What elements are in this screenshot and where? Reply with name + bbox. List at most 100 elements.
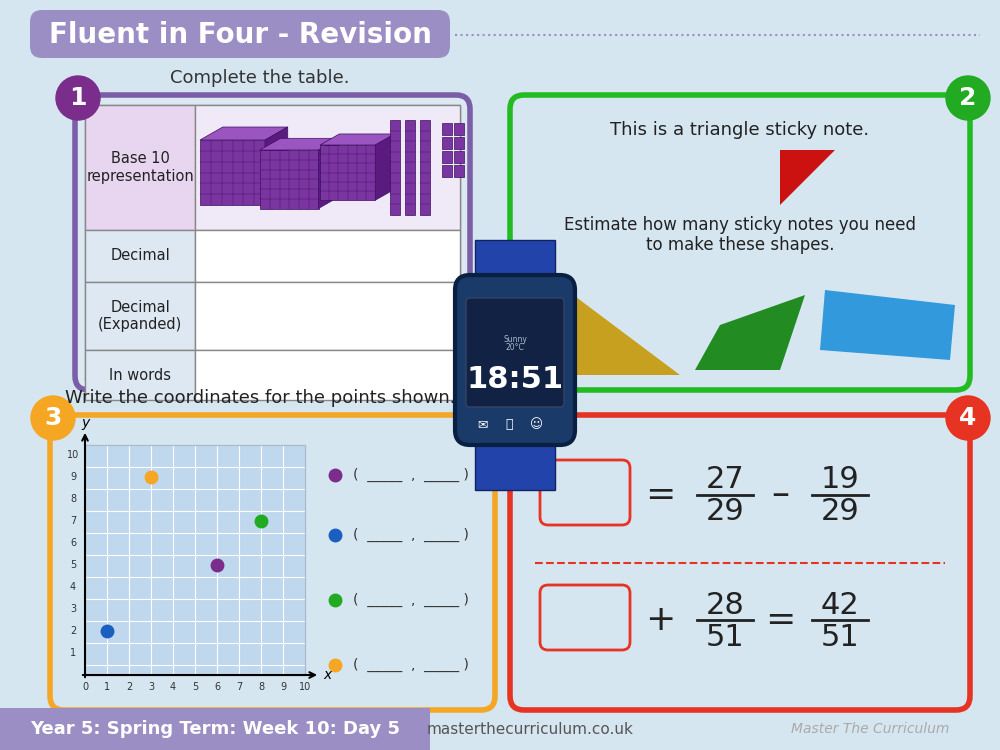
Bar (390, 120, 400, 215)
Text: Complete the table.: Complete the table. (170, 69, 350, 87)
Bar (442, 137, 452, 149)
FancyBboxPatch shape (540, 585, 630, 650)
Bar (454, 151, 464, 163)
Text: 2: 2 (126, 682, 132, 692)
Bar (442, 123, 452, 135)
Text: 28: 28 (706, 590, 744, 620)
Text: 6: 6 (70, 538, 76, 548)
Polygon shape (200, 127, 288, 140)
Bar (320, 145, 375, 200)
Text: (  _____  ,  _____ ): ( _____ , _____ ) (353, 593, 469, 607)
Text: 18:51: 18:51 (466, 365, 564, 394)
Bar (195, 350, 460, 400)
Polygon shape (820, 290, 955, 360)
Text: 1: 1 (70, 648, 76, 658)
Text: 0: 0 (82, 682, 88, 692)
Text: 42: 42 (821, 590, 859, 620)
Bar (85, 350, 195, 400)
Text: Master The Curriculum: Master The Curriculum (791, 722, 949, 736)
Text: 9: 9 (280, 682, 286, 692)
Text: 4: 4 (170, 682, 176, 692)
Bar (85, 230, 195, 282)
Text: y: y (81, 416, 89, 430)
FancyBboxPatch shape (30, 10, 450, 58)
FancyBboxPatch shape (540, 460, 630, 525)
FancyBboxPatch shape (510, 95, 970, 390)
Bar (195, 105, 460, 230)
Bar (85, 445, 305, 675)
Bar (442, 151, 452, 163)
Bar (260, 150, 318, 208)
Text: 10: 10 (67, 450, 79, 460)
Text: (  _____  ,  _____ ): ( _____ , _____ ) (353, 468, 469, 482)
FancyBboxPatch shape (455, 275, 575, 445)
Bar (85, 282, 195, 350)
Bar (85, 105, 460, 380)
Bar (454, 165, 464, 177)
Bar (405, 120, 415, 215)
Text: 27: 27 (706, 466, 744, 494)
Text: 19: 19 (821, 466, 859, 494)
Circle shape (31, 396, 75, 440)
Bar (195, 230, 460, 282)
Text: 2: 2 (959, 86, 977, 110)
Text: 20°C: 20°C (506, 344, 524, 352)
Text: 9: 9 (70, 472, 76, 482)
Text: Fluent in Four - Revision: Fluent in Four - Revision (49, 21, 431, 49)
Text: 1: 1 (104, 682, 110, 692)
Polygon shape (695, 295, 805, 370)
Text: 10: 10 (299, 682, 311, 692)
Bar (85, 445, 305, 675)
Polygon shape (780, 150, 835, 205)
FancyBboxPatch shape (75, 95, 470, 390)
Circle shape (946, 76, 990, 120)
Text: Base 10
representation: Base 10 representation (86, 152, 194, 184)
Text: Decimal: Decimal (110, 248, 170, 263)
FancyBboxPatch shape (510, 415, 970, 710)
Text: =: = (645, 478, 675, 512)
Text: (  _____  ,  _____ ): ( _____ , _____ ) (353, 658, 469, 672)
Bar (200, 140, 265, 205)
Text: 4: 4 (70, 582, 76, 592)
Bar (475, 440, 555, 490)
Text: 29: 29 (706, 497, 744, 526)
Text: 8: 8 (70, 494, 76, 504)
Text: Decimal
(Expanded): Decimal (Expanded) (98, 300, 182, 332)
Polygon shape (540, 270, 680, 375)
Bar (454, 137, 464, 149)
Text: 3: 3 (44, 406, 62, 430)
Text: 1: 1 (69, 86, 87, 110)
Text: –: – (771, 478, 789, 512)
Text: 2: 2 (70, 626, 76, 636)
Text: 7: 7 (70, 516, 76, 526)
Text: In words: In words (109, 368, 171, 382)
Text: 3: 3 (148, 682, 154, 692)
Text: 7: 7 (236, 682, 242, 692)
Text: (  _____  ,  _____ ): ( _____ , _____ ) (353, 528, 469, 542)
Text: =: = (765, 603, 795, 637)
Text: masterthecurriculum.co.uk: masterthecurriculum.co.uk (427, 722, 633, 736)
Circle shape (56, 76, 100, 120)
Text: 4: 4 (959, 406, 977, 430)
Polygon shape (320, 134, 395, 145)
Text: 5: 5 (70, 560, 76, 570)
FancyBboxPatch shape (466, 298, 564, 407)
Text: Sunny: Sunny (503, 335, 527, 344)
FancyBboxPatch shape (50, 415, 495, 710)
Bar (195, 282, 460, 350)
Circle shape (946, 396, 990, 440)
Text: +: + (645, 603, 675, 637)
Text: 6: 6 (214, 682, 220, 692)
Text: 3: 3 (70, 604, 76, 614)
Polygon shape (260, 138, 339, 150)
Text: 29: 29 (821, 497, 859, 526)
Polygon shape (318, 138, 339, 208)
Bar (442, 165, 452, 177)
Text: 51: 51 (706, 622, 744, 652)
Bar (420, 120, 430, 215)
Text: This is a triangle sticky note.: This is a triangle sticky note. (610, 121, 870, 139)
Polygon shape (265, 127, 288, 205)
Text: Year 5: Spring Term: Week 10: Day 5: Year 5: Spring Term: Week 10: Day 5 (30, 720, 400, 738)
Text: Estimate how many sticky notes you need
to make these shapes.: Estimate how many sticky notes you need … (564, 215, 916, 254)
Bar (475, 240, 555, 285)
